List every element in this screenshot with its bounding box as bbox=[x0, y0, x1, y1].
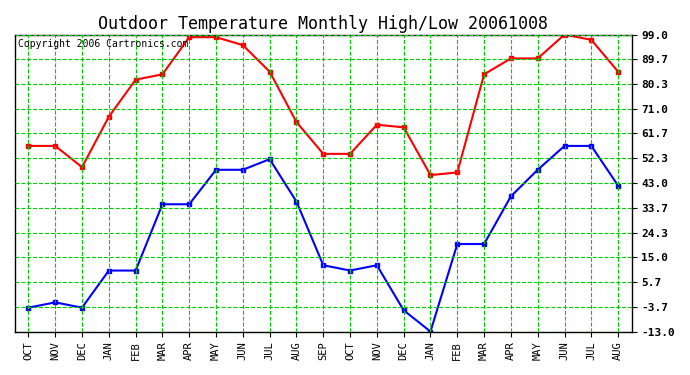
Title: Outdoor Temperature Monthly High/Low 20061008: Outdoor Temperature Monthly High/Low 200… bbox=[98, 15, 549, 33]
Text: Copyright 2006 Cartronics.com: Copyright 2006 Cartronics.com bbox=[18, 39, 188, 49]
